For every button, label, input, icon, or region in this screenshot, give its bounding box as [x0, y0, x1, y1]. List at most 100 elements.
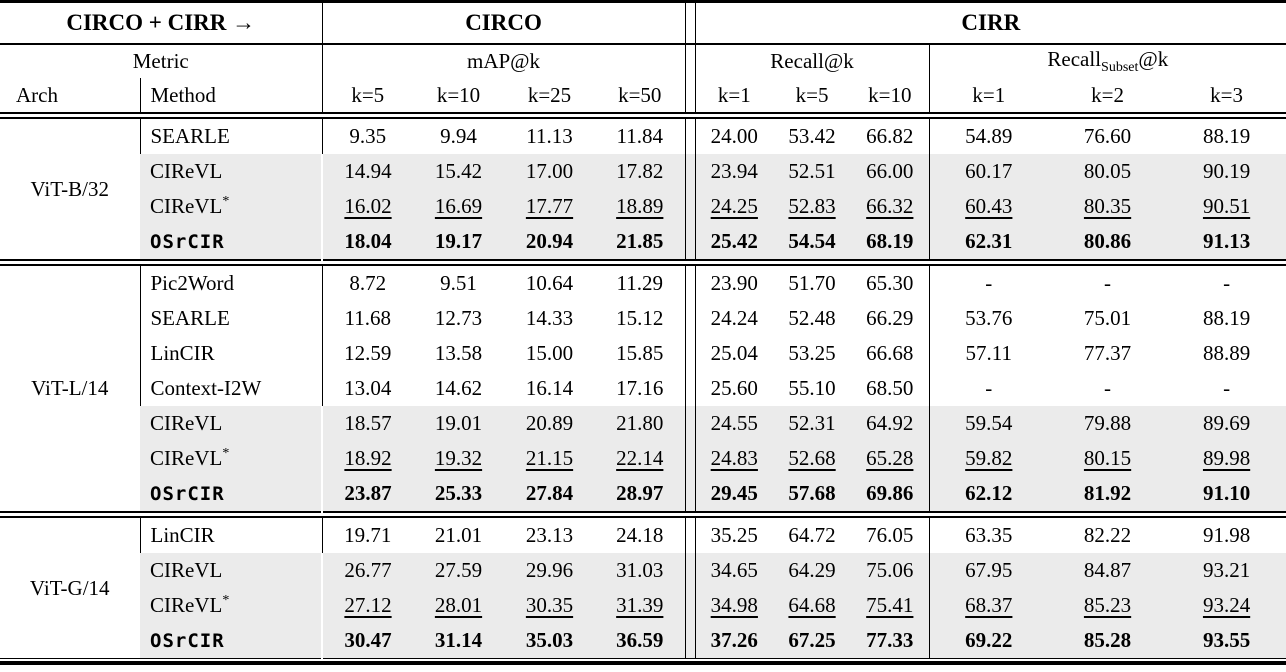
- value-cell: 19.71: [322, 517, 413, 553]
- value-cell: 57.68: [773, 476, 852, 512]
- value-text: 11.13: [526, 124, 573, 148]
- value-cell: 25.42: [695, 224, 774, 260]
- method-label: OSrCIR: [150, 231, 225, 253]
- double-rule-spacer: [684, 1, 696, 45]
- value-cell: 11.68: [322, 301, 413, 336]
- value-cell: 53.25: [773, 336, 851, 371]
- value-text: 9.35: [349, 124, 387, 148]
- value-cell: 60.17: [929, 154, 1049, 189]
- value-text: 84.87: [1083, 558, 1132, 582]
- table-row: CIReVL 14.94 15.42 17.00 17.82 23.94 52.51 66.0…: [0, 154, 1286, 189]
- table-row: ViT-B/32 SEARLE 9.35 9.94 11.13 11.84 24.00 53.…: [0, 118, 1286, 260]
- value-text: 68.37: [965, 593, 1013, 617]
- value-cell: 80.86: [1048, 224, 1168, 260]
- value-text: 16.14: [525, 376, 574, 400]
- value-text: 64.29: [788, 558, 836, 582]
- value-text: 24.83: [710, 446, 758, 470]
- header-sk2: k=2: [1091, 82, 1124, 107]
- value-cell: 21.15: [504, 441, 595, 476]
- value-cell: 64.68: [773, 588, 852, 623]
- header-row-metrics: Metric mAP@k Recall@k RecallSubset@k: [0, 44, 1286, 78]
- value-cell: 67.25: [773, 623, 852, 659]
- value-text: 12.59: [344, 341, 392, 365]
- value-text: 30.35: [525, 593, 574, 617]
- value-text: 93.24: [1202, 593, 1251, 617]
- double-rule-spacer: [684, 224, 696, 260]
- value-cell: 20.94: [504, 224, 595, 260]
- method-cell: OSrCIR: [140, 224, 323, 260]
- value-text: 76.05: [866, 523, 914, 547]
- header-map-k: mAP@k: [467, 49, 541, 73]
- value-text: 12.73: [434, 306, 483, 330]
- value-cell: 14.94: [322, 154, 413, 189]
- value-text: 66.68: [866, 341, 914, 365]
- value-text: 69.22: [965, 628, 1013, 652]
- value-text: 52.48: [788, 306, 836, 330]
- value-cell: 77.33: [851, 623, 930, 659]
- value-cell: 65.28: [851, 441, 930, 476]
- value-text: 27.84: [525, 481, 574, 505]
- value-cell: 18.57: [322, 406, 413, 441]
- value-cell: 17.16: [595, 371, 685, 406]
- value-cell: -: [1048, 265, 1167, 301]
- value-cell: 89.98: [1167, 441, 1286, 476]
- value-cell: 81.92: [1048, 476, 1168, 512]
- value-text: 64.92: [866, 411, 914, 435]
- value-cell: 35.25: [695, 517, 773, 553]
- value-text: 91.98: [1202, 523, 1251, 547]
- value-cell: 79.88: [1048, 406, 1168, 441]
- value-cell: 21.80: [595, 406, 686, 441]
- header-arch: Arch: [16, 82, 58, 107]
- value-cell: 17.77: [504, 189, 595, 224]
- value-text: 31.14: [434, 628, 483, 652]
- method-cell: CIReVL: [140, 406, 323, 441]
- value-cell: 19.32: [413, 441, 504, 476]
- value-text: 29.96: [525, 558, 574, 582]
- value-text: 25.04: [710, 341, 758, 365]
- value-text: 24.55: [710, 411, 758, 435]
- value-cell: 91.10: [1167, 476, 1286, 512]
- value-text: 57.68: [788, 481, 836, 505]
- arch-cell: ViT-B/32: [0, 118, 140, 260]
- value-text: 24.18: [616, 523, 664, 547]
- value-cell: 17.82: [595, 154, 686, 189]
- value-cell: 80.15: [1048, 441, 1168, 476]
- value-text: 85.28: [1083, 628, 1132, 652]
- value-text: 25.33: [434, 481, 483, 505]
- table-row: Context-I2W 13.04 14.62 16.14 17.16 25.60 55.1…: [0, 371, 1286, 406]
- header-bottom-rule: [0, 112, 1286, 119]
- value-cell: 27.59: [413, 553, 504, 588]
- recall-subset-post: @k: [1138, 46, 1169, 71]
- value-cell: 91.13: [1167, 224, 1286, 260]
- value-cell: 30.35: [504, 588, 595, 623]
- value-text: 23.13: [525, 523, 574, 547]
- header-sk1: k=1: [972, 82, 1006, 107]
- table-row: ViT-L/14 Pic2Word 8.72 9.51 10.64 11.29 23.90 5…: [0, 265, 1286, 512]
- value-cell: 18.92: [322, 441, 413, 476]
- value-text: 30.47: [344, 628, 392, 652]
- value-cell: 90.51: [1167, 189, 1286, 224]
- double-rule-spacer: [684, 336, 696, 371]
- value-text: 66.29: [866, 306, 914, 330]
- value-text: 16.69: [434, 194, 483, 218]
- value-cell: 55.10: [773, 371, 851, 406]
- method-asterisk: *: [222, 194, 230, 209]
- value-text: -: [1104, 271, 1112, 295]
- value-cell: -: [1048, 371, 1167, 406]
- header-circo: CIRCO: [322, 1, 686, 45]
- header-rk1: k=1: [717, 82, 751, 107]
- value-text: 80.35: [1083, 194, 1132, 218]
- double-rule-spacer: [684, 406, 696, 441]
- value-text: 14.62: [434, 376, 483, 400]
- double-rule-spacer: [684, 44, 696, 78]
- value-cell: 25.33: [413, 476, 504, 512]
- method-cell: Context-I2W: [139, 371, 323, 406]
- value-cell: 77.37: [1048, 336, 1167, 371]
- value-cell: 76.60: [1048, 118, 1167, 154]
- value-cell: 15.00: [504, 336, 595, 371]
- value-cell: -: [929, 265, 1048, 301]
- value-cell: 9.35: [322, 118, 413, 154]
- value-text: 54.89: [965, 124, 1013, 148]
- value-text: 24.25: [710, 194, 758, 218]
- value-cell: 23.90: [695, 265, 773, 301]
